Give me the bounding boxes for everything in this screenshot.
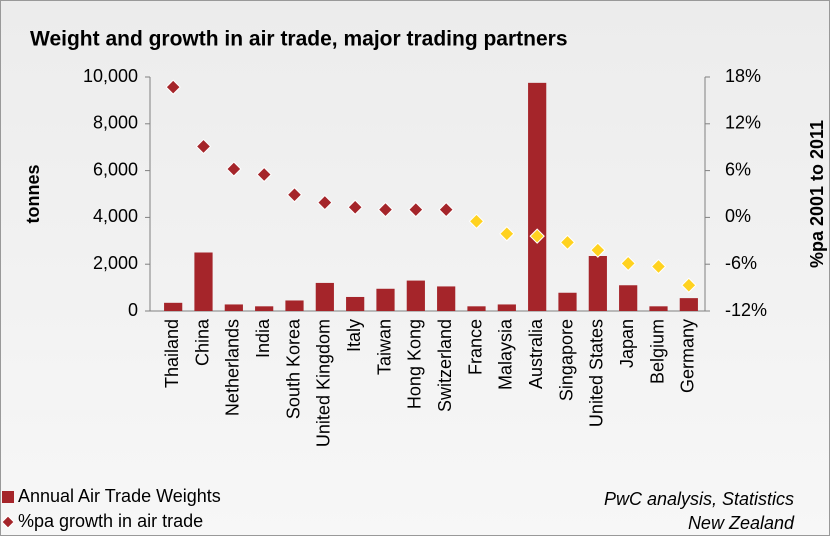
x-tick-label: Belgium	[647, 319, 667, 384]
bar	[376, 288, 395, 311]
x-tick-label: France	[465, 319, 485, 375]
bar	[346, 296, 365, 311]
bar	[255, 306, 274, 311]
x-tick-label: United Kingdom	[314, 319, 334, 447]
y2-tick-label: 0%	[725, 206, 751, 226]
x-tick-label: United States	[587, 319, 607, 427]
bar	[224, 304, 243, 311]
x-tick-label: Thailand	[162, 319, 182, 388]
annotation: PwC analysis, Statistics	[604, 489, 794, 509]
bar	[194, 252, 213, 311]
bar	[406, 280, 425, 311]
y-tick-label: 8,000	[93, 113, 138, 133]
marker	[681, 277, 697, 293]
legend-swatch	[1, 515, 15, 529]
y2-axis-label: %pa 2001 to 2011	[807, 120, 827, 268]
y2-tick-label: 18%	[725, 66, 761, 86]
marker	[620, 255, 636, 272]
bar	[679, 298, 698, 311]
annotation: New Zealand	[688, 513, 795, 533]
x-tick-label: Taiwan	[374, 319, 394, 375]
y-tick-label: 4,000	[93, 206, 138, 226]
bar	[497, 304, 516, 311]
marker	[256, 166, 272, 183]
marker	[499, 226, 515, 242]
legend-label: Annual Air Trade Weights	[18, 486, 221, 506]
x-tick-label: South Korea	[283, 318, 303, 419]
x-tick-label: Japan	[617, 319, 637, 368]
bar	[588, 256, 607, 311]
marker	[468, 213, 485, 230]
marker	[286, 187, 303, 203]
x-tick-label: China	[192, 318, 212, 366]
y-axis-label: tonnes	[23, 164, 43, 223]
legend-swatch	[2, 491, 14, 503]
bar	[437, 286, 456, 311]
x-tick-label: Australia	[526, 318, 546, 389]
marker	[590, 242, 606, 258]
y-tick-label: 10,000	[83, 66, 138, 86]
marker	[347, 199, 363, 215]
x-tick-label: Germany	[678, 319, 698, 393]
x-tick-label: Italy	[344, 319, 364, 352]
marker	[438, 201, 454, 218]
marker	[377, 201, 394, 218]
marker	[165, 79, 181, 95]
chart-title: Weight and growth in air trade, major tr…	[30, 28, 568, 51]
bar	[558, 292, 577, 311]
marker	[559, 234, 576, 251]
marker	[650, 258, 667, 275]
marker	[529, 228, 545, 244]
marker	[226, 161, 242, 177]
legend-label: %pa growth in air trade	[18, 511, 203, 531]
x-tick-label: Switzerland	[435, 319, 455, 412]
bar	[528, 82, 547, 311]
marker	[195, 138, 212, 155]
bar	[467, 306, 486, 311]
bar	[619, 285, 638, 311]
x-tick-label: Hong Kong	[405, 319, 425, 409]
x-tick-label: Malaysia	[496, 318, 516, 390]
y-tick-label: 6,000	[93, 159, 138, 179]
marker	[408, 201, 424, 218]
x-tick-label: Netherlands	[223, 319, 243, 416]
y2-tick-label: -6%	[725, 253, 757, 273]
bar	[649, 306, 668, 311]
x-tick-label: India	[253, 318, 273, 358]
marker	[317, 194, 333, 211]
bar	[164, 302, 183, 311]
bar	[285, 300, 304, 311]
y2-tick-label: 12%	[725, 113, 761, 133]
bar	[315, 282, 334, 311]
x-tick-label: Singapore	[556, 319, 576, 401]
y2-tick-label: 6%	[725, 159, 751, 179]
y-tick-label: 2,000	[93, 253, 138, 273]
y-tick-label: 0	[128, 300, 138, 320]
y2-tick-label: -12%	[725, 300, 767, 320]
